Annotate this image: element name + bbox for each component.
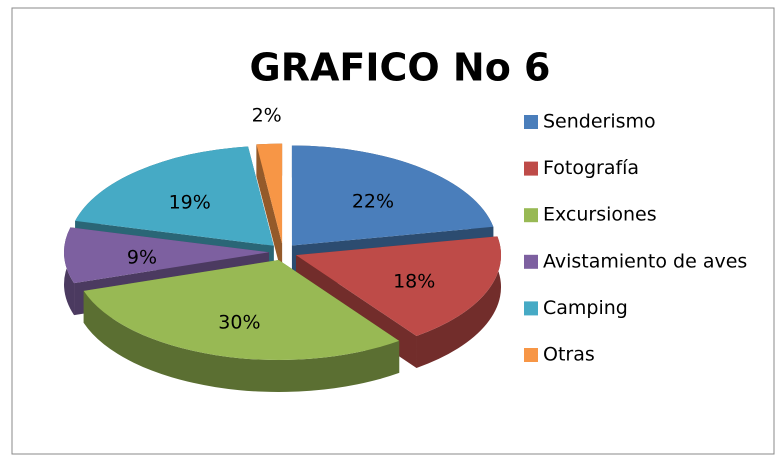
slice-top xyxy=(75,146,274,246)
slice-edge xyxy=(416,236,502,368)
legend-swatch xyxy=(524,254,538,269)
legend-swatch xyxy=(524,301,538,316)
slice-top xyxy=(64,227,270,284)
data-label: 30% xyxy=(218,311,260,333)
chart-title: GRAFICO No 6 xyxy=(250,46,551,90)
data-label: 18% xyxy=(393,270,435,292)
slice-top xyxy=(291,145,494,246)
slice-side xyxy=(256,144,283,276)
legend-label: Otras xyxy=(543,344,595,366)
legend-swatch xyxy=(524,208,538,223)
slice-top xyxy=(83,259,400,360)
legend-swatch xyxy=(524,115,538,129)
slice-edge xyxy=(83,290,400,392)
slice-top xyxy=(296,236,502,336)
data-label: 19% xyxy=(169,192,211,214)
data-label: 2% xyxy=(252,104,282,126)
legend-swatch xyxy=(524,161,538,176)
legend-label: Fotografía xyxy=(543,157,639,179)
slice-top xyxy=(256,143,283,244)
pie-slice xyxy=(256,143,283,276)
legend-label: Senderismo xyxy=(543,111,656,133)
legend-swatch xyxy=(524,348,538,362)
data-label: 22% xyxy=(352,190,394,212)
data-label: 9% xyxy=(127,247,157,269)
pie-slice xyxy=(83,259,400,392)
legend-label: Camping xyxy=(543,297,628,319)
legend-label: Excursiones xyxy=(543,204,657,226)
legend-label: Avistamiento de aves xyxy=(543,250,747,272)
